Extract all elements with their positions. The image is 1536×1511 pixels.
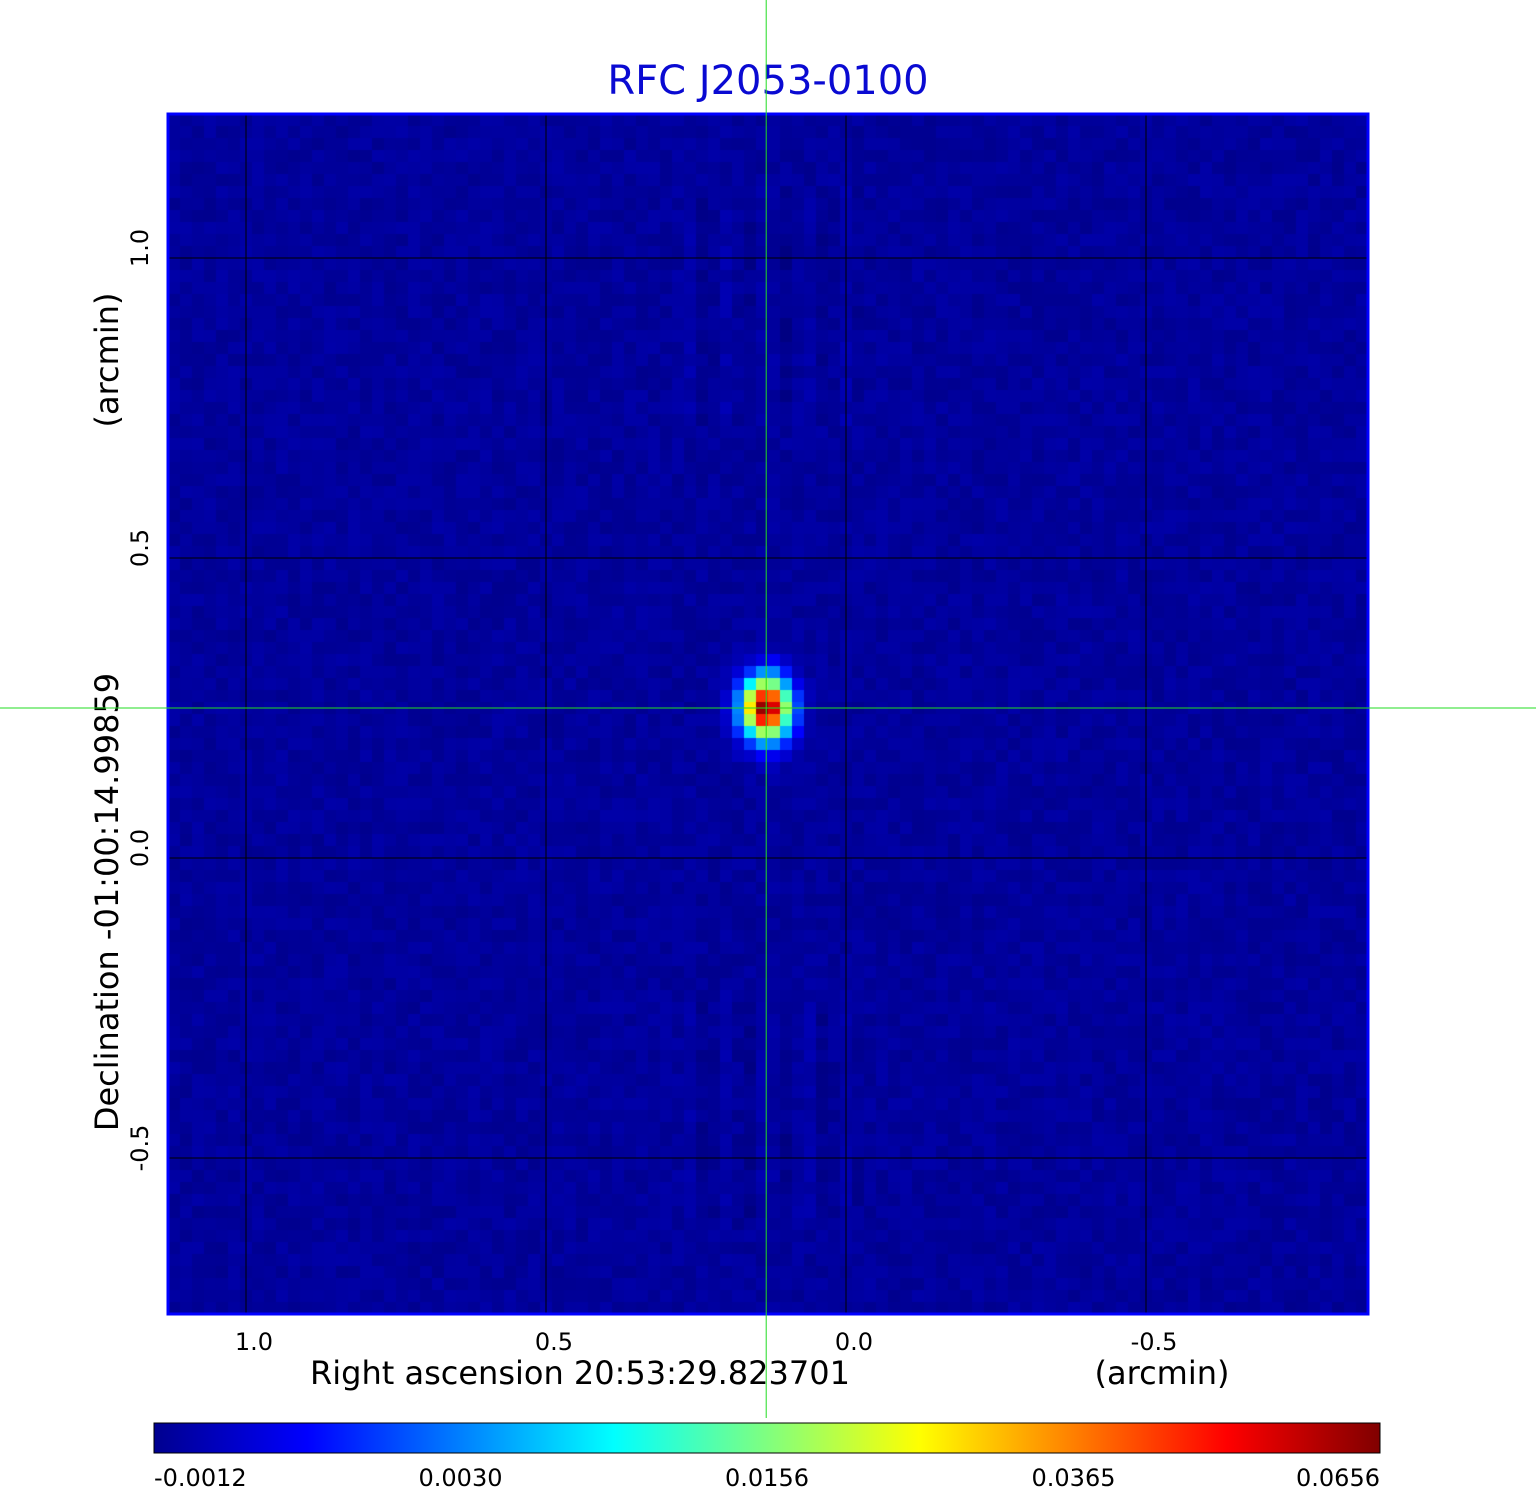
y-tick-label: 0.5 — [126, 529, 154, 567]
coordinate-grid — [168, 114, 1368, 1314]
x-tick-label: 0.0 — [835, 1328, 873, 1356]
colorbar-tick-label: 0.0656 — [1296, 1464, 1380, 1492]
colorbar-tick-label: 0.0365 — [1032, 1464, 1116, 1492]
colorbar — [153, 1422, 1381, 1454]
intensity-image — [168, 114, 1368, 1314]
y-tick-labels: 1.0 0.5 0.0 -0.5 — [126, 229, 154, 1172]
x-tick-label: -0.5 — [1131, 1328, 1178, 1356]
y-axis-unit: (arcmin) — [88, 293, 126, 428]
colorbar-tick-label: 0.0156 — [725, 1464, 809, 1492]
colorbar-tick-label: 0.0030 — [419, 1464, 503, 1492]
intensity-map — [168, 114, 1368, 1314]
y-tick-label: 0.0 — [126, 829, 154, 867]
x-axis-label: Right ascension 20:53:29.823701 — [310, 1354, 850, 1392]
colorbar-tick-label: -0.0012 — [154, 1464, 247, 1492]
colorbar-tick-labels: -0.0012 0.0030 0.0156 0.0365 0.0656 — [154, 1464, 1380, 1492]
y-tick-label: -0.5 — [126, 1125, 154, 1172]
crosshair — [0, 0, 1536, 1418]
x-tick-label: 1.0 — [235, 1328, 273, 1356]
x-tick-labels: 1.0 0.5 0.0 -0.5 — [235, 1328, 1178, 1356]
plot-frame — [166, 112, 1370, 1316]
y-tick-label: 1.0 — [126, 229, 154, 267]
chart-title: RFC J2053-0100 — [607, 58, 928, 104]
x-axis-unit: (arcmin) — [1095, 1354, 1230, 1392]
x-tick-label: 0.5 — [535, 1328, 573, 1356]
y-axis-label: Declination -01:00:14.99859 — [88, 673, 126, 1131]
